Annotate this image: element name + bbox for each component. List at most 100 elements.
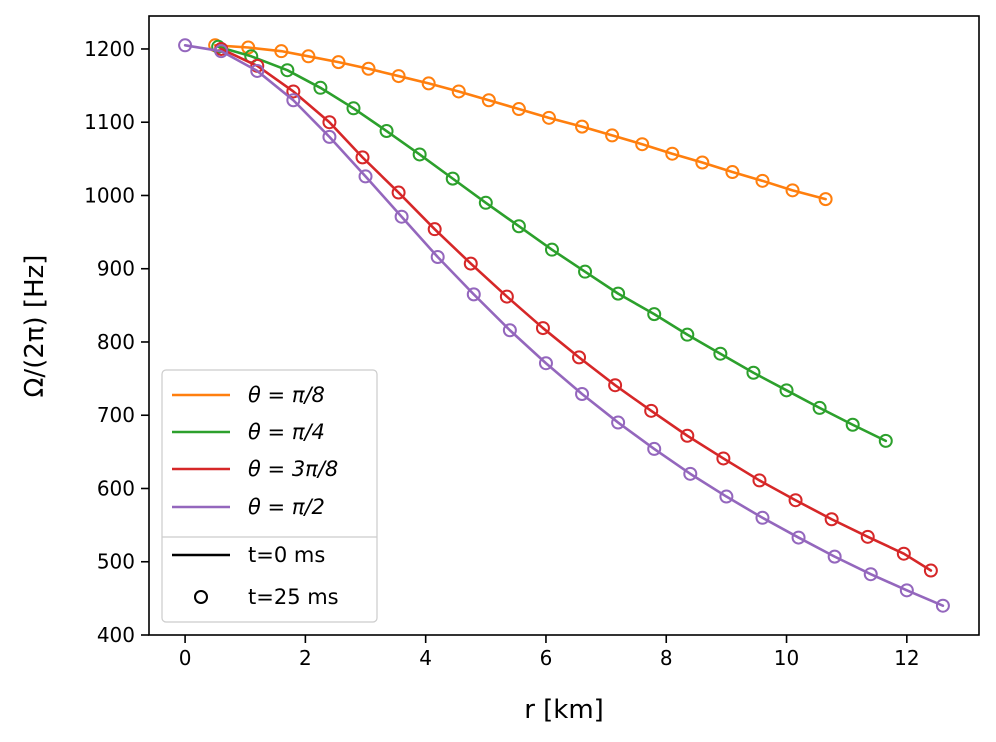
series-marker xyxy=(286,93,301,108)
series-marker xyxy=(935,598,950,613)
y-tick-label: 1100 xyxy=(84,110,135,134)
series-marker xyxy=(644,403,659,418)
x-tick-label: 8 xyxy=(660,646,673,670)
series-marker xyxy=(322,115,337,130)
series-marker xyxy=(779,383,794,398)
series-marker xyxy=(394,209,409,224)
series-marker xyxy=(391,185,406,200)
series-marker xyxy=(818,192,833,207)
y-tick-label: 500 xyxy=(97,550,135,574)
legend-math-equals: = xyxy=(261,457,292,481)
series-marker xyxy=(466,287,481,302)
series-marker xyxy=(499,289,514,304)
series-marker xyxy=(379,124,394,139)
y-tick-label: 800 xyxy=(97,330,135,354)
series-marker xyxy=(214,44,229,59)
series-marker xyxy=(755,173,770,188)
series-marker xyxy=(752,473,767,488)
legend-entry-label: θ = 3π/8 xyxy=(248,457,338,481)
x-tick-label: 0 xyxy=(179,646,192,670)
legend-math-value: 3π/8 xyxy=(292,457,338,481)
series-marker xyxy=(355,150,370,165)
series-marker xyxy=(635,137,650,152)
legend-math-variable: θ xyxy=(248,457,261,481)
series-line xyxy=(213,43,827,201)
series-marker xyxy=(647,441,662,456)
series-marker xyxy=(605,128,620,143)
series-marker xyxy=(250,63,265,78)
series-3 xyxy=(214,41,938,578)
y-tick-label: 1000 xyxy=(84,183,135,207)
series-marker xyxy=(680,428,695,443)
series-marker xyxy=(511,102,526,117)
y-tick-label: 1200 xyxy=(84,37,135,61)
series-marker xyxy=(502,323,517,338)
series-marker xyxy=(331,55,346,70)
series-marker xyxy=(541,110,556,125)
series-marker xyxy=(511,219,526,234)
series-marker xyxy=(713,346,728,361)
series-marker xyxy=(578,264,593,279)
series-marker xyxy=(445,171,460,186)
series-marker xyxy=(538,356,553,371)
series-marker xyxy=(608,378,623,393)
y-axis-label: Ω/(2π) [Hz] xyxy=(20,255,50,398)
series-marker xyxy=(451,84,466,99)
series-2 xyxy=(211,39,893,448)
series-line xyxy=(183,43,945,608)
series-marker xyxy=(923,563,938,578)
series-marker xyxy=(280,63,295,78)
legend-entry-label: θ = π/8 xyxy=(248,383,325,407)
series-marker xyxy=(683,466,698,481)
series-marker xyxy=(427,222,442,237)
legend-math-value: π/2 xyxy=(292,495,325,519)
x-tick-label: 4 xyxy=(419,646,432,670)
x-tick-label: 12 xyxy=(894,646,919,670)
series-marker xyxy=(463,256,478,271)
series-marker xyxy=(346,101,361,116)
axes-frame xyxy=(148,15,980,636)
series-marker xyxy=(716,451,731,466)
series-marker xyxy=(845,417,860,432)
series-marker xyxy=(478,195,493,210)
series-marker xyxy=(274,44,289,59)
series-marker xyxy=(412,147,427,162)
series-marker xyxy=(812,400,827,415)
series-marker xyxy=(863,567,878,582)
series-marker xyxy=(899,583,914,598)
x-tick-label: 10 xyxy=(774,646,799,670)
legend-math-equals: = xyxy=(261,420,292,444)
series-marker xyxy=(788,493,803,508)
x-tick-label: 6 xyxy=(540,646,553,670)
y-tick-label: 400 xyxy=(97,623,135,647)
legend-math-value: π/4 xyxy=(292,420,325,444)
series-marker xyxy=(746,365,761,380)
y-tick-label: 600 xyxy=(97,476,135,500)
x-tick-label: 2 xyxy=(299,646,312,670)
legend-math-variable: θ xyxy=(248,383,261,407)
series-marker xyxy=(827,549,842,564)
series-marker xyxy=(361,61,376,76)
series-marker xyxy=(481,93,496,108)
y-tick-label: 700 xyxy=(97,403,135,427)
legend-style-label: t=25 ms xyxy=(248,585,339,609)
series-marker xyxy=(430,250,445,265)
series-marker xyxy=(680,327,695,342)
series-marker xyxy=(896,546,911,561)
legend-math-equals: = xyxy=(261,383,292,407)
legend-math-value: π/8 xyxy=(292,383,325,407)
series-line xyxy=(216,45,888,443)
legend-style-circle-icon xyxy=(194,590,208,604)
legend-math-equals: = xyxy=(261,495,292,519)
series-marker xyxy=(301,49,316,64)
legend-entry-label: θ = π/2 xyxy=(248,495,325,519)
series-marker xyxy=(719,489,734,504)
series-marker xyxy=(824,512,839,527)
series-marker xyxy=(785,183,800,198)
series-marker xyxy=(665,146,680,161)
legend: θ = π/8θ = π/4θ = 3π/8θ = π/2t=0 mst=25 … xyxy=(161,369,378,623)
series-marker xyxy=(860,529,875,544)
series-marker xyxy=(544,242,559,257)
series-marker xyxy=(358,169,373,184)
